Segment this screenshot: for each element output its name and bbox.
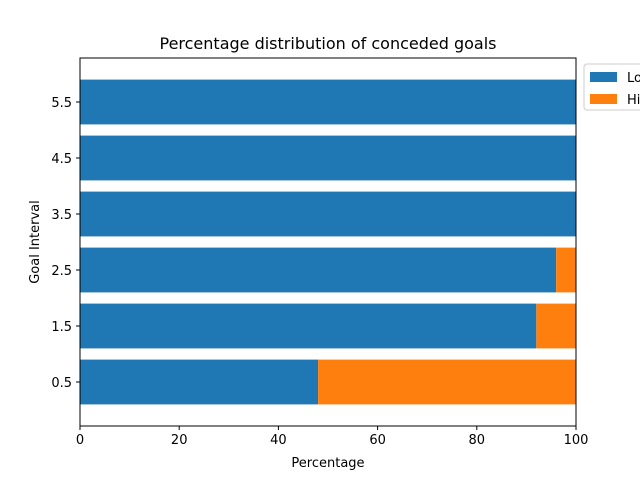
bar-lo-2-5 — [80, 247, 557, 293]
bar-hi-0-5 — [318, 359, 576, 405]
legend-label-lo: Lo — [627, 71, 640, 86]
x-tick-label: 60 — [369, 433, 386, 448]
plot-frame — [79, 57, 577, 427]
legend-swatch-hi — [590, 94, 617, 104]
y-tick-label: 1.5 — [51, 320, 72, 335]
x-tick-label: 0 — [76, 433, 84, 448]
chart-title: Percentage distribution of conceded goal… — [159, 34, 496, 53]
x-tick-label: 40 — [270, 433, 287, 448]
x-tick-label: 20 — [171, 433, 188, 448]
x-axis-ticks: 0 20 40 60 80 100 — [76, 426, 589, 448]
x-tick-label: 80 — [469, 433, 486, 448]
y-tick-label: 2.5 — [51, 264, 72, 279]
y-axis-ticks: 0.5 1.5 2.5 3.5 4.5 5.5 — [51, 96, 80, 391]
bar-lo-1-5 — [80, 303, 537, 349]
bars-group — [80, 79, 576, 405]
bar-hi-2-5 — [556, 247, 576, 293]
y-axis-label: Goal Interval — [28, 200, 43, 284]
y-tick-label: 0.5 — [51, 376, 72, 391]
x-tick-label: 100 — [564, 433, 589, 448]
bar-lo-4-5 — [80, 135, 576, 181]
y-tick-label: 3.5 — [51, 208, 72, 223]
y-tick-label: 4.5 — [51, 152, 72, 167]
bar-hi-1-5 — [536, 303, 576, 349]
x-axis-label: Percentage — [291, 456, 364, 471]
legend: Lo Hi — [583, 63, 640, 111]
bar-lo-5-5 — [80, 79, 576, 125]
bar-lo-3-5 — [80, 191, 576, 237]
y-tick-label: 5.5 — [51, 96, 72, 111]
bar-lo-0-5 — [80, 359, 319, 405]
legend-label-hi: Hi — [627, 93, 640, 108]
legend-swatch-lo — [590, 72, 617, 82]
